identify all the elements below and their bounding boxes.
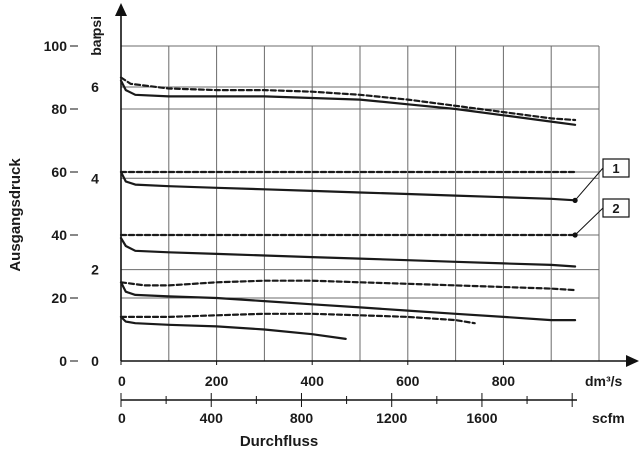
- y-axis-title: Ausgangsdruck: [7, 158, 24, 272]
- y-tick-label-psi: 100: [44, 38, 68, 54]
- solid-series-line: [119, 315, 347, 340]
- x-tick-label-secondary: 0: [118, 410, 126, 426]
- y-tick-label-psi: 80: [51, 101, 67, 117]
- x-tick-label-primary: 200: [205, 373, 229, 389]
- dashed-series-line: [119, 279, 577, 292]
- x-tick-label-primary: 600: [396, 373, 420, 389]
- x-tick-label-secondary: 400: [200, 410, 224, 426]
- x-axis-arrow-icon: [626, 355, 639, 367]
- y-unit-psi: psi: [88, 16, 104, 36]
- callout-label: 1: [612, 161, 619, 176]
- grid: [121, 45, 600, 361]
- callout-label: 2: [612, 201, 619, 216]
- series-group: [119, 76, 577, 340]
- x-axis-title: Durchfluss: [240, 433, 318, 450]
- y-tick-label-psi: 40: [51, 227, 67, 243]
- callout-leader: [574, 207, 604, 236]
- x-tick-label-primary: 800: [492, 373, 516, 389]
- dashed-series-line: [119, 312, 476, 325]
- callouts: 12: [572, 158, 630, 238]
- y-tick-label-bar: 6: [91, 79, 99, 95]
- x-tick-label-primary: 0: [118, 373, 126, 389]
- x-tick-label-secondary: 800: [290, 410, 314, 426]
- y-tick-label-bar: 2: [91, 262, 99, 278]
- solid-series-line: [119, 79, 577, 126]
- y-tick-label-psi: 0: [59, 353, 67, 369]
- callout-box: [602, 198, 630, 218]
- x-tick-label-primary: 400: [301, 373, 325, 389]
- y-tick-label-psi: 20: [51, 290, 67, 306]
- solid-series-line: [119, 170, 577, 202]
- y-tick-label-psi: 60: [51, 164, 67, 180]
- callout-leader: [574, 167, 604, 201]
- x-tick-label-secondary: 1200: [376, 410, 407, 426]
- y-tick-label-bar: 4: [91, 170, 99, 186]
- solid-series-line: [119, 281, 577, 322]
- x-tick-label-secondary: 1600: [466, 410, 497, 426]
- callout-box: [602, 158, 630, 178]
- y-unit-bar: bar: [88, 33, 104, 55]
- axes: [115, 3, 639, 401]
- solid-series-line: [119, 237, 577, 268]
- dashed-series-line: [119, 76, 577, 122]
- y-tick-label-bar: 0: [91, 353, 99, 369]
- x-unit-secondary: scfm: [592, 410, 625, 426]
- x-unit-primary: dm³/s: [585, 373, 623, 389]
- y-axis-arrow-icon: [115, 3, 127, 16]
